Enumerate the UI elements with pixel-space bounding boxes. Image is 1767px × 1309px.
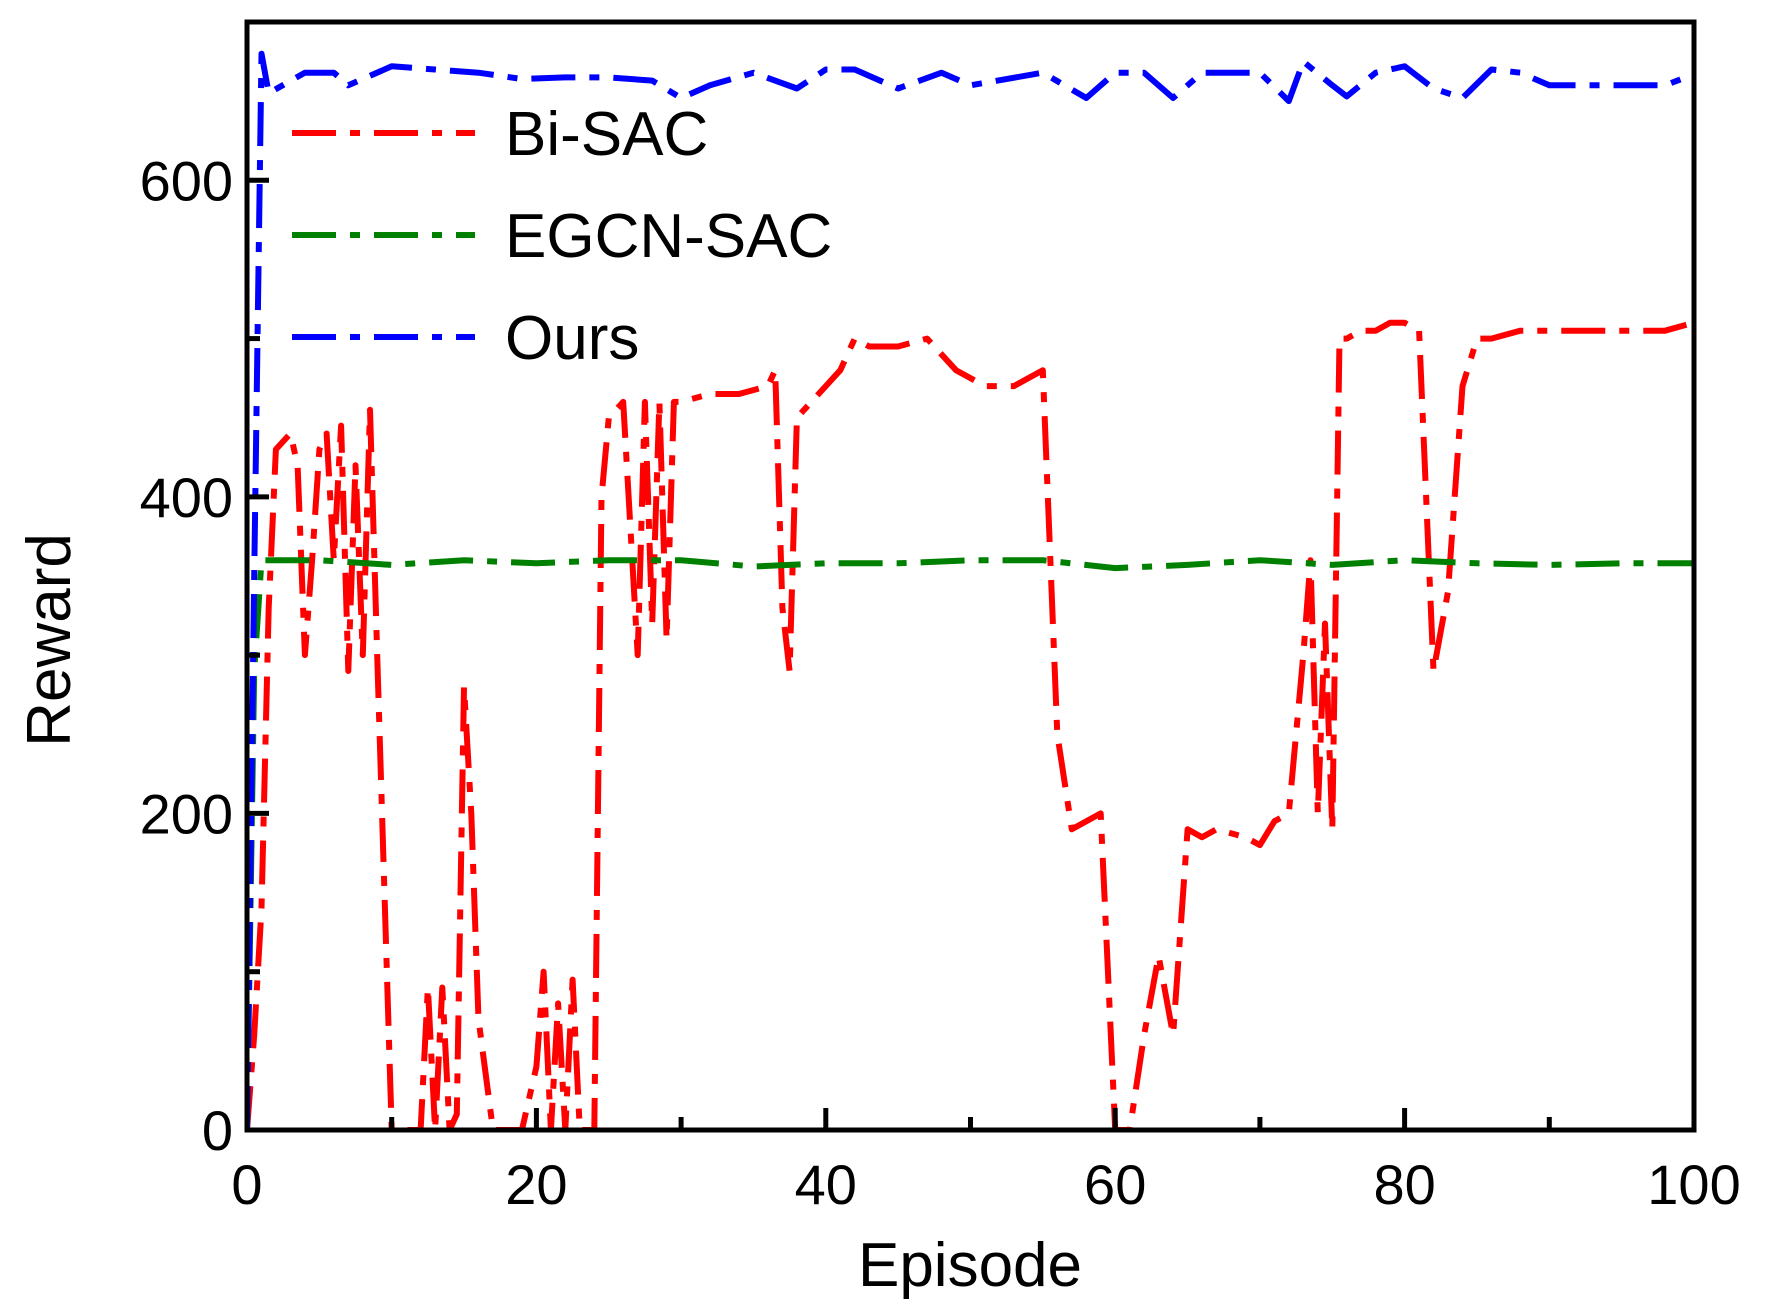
x-tick-label: 80 <box>1373 1153 1435 1216</box>
y-tick-label: 200 <box>140 782 233 845</box>
x-tick-label: 0 <box>231 1153 262 1216</box>
x-tick-label: 40 <box>795 1153 857 1216</box>
x-tick-label: 60 <box>1084 1153 1146 1216</box>
y-tick-label: 600 <box>140 149 233 212</box>
series-line-bi-sac <box>245 319 1695 1132</box>
series-line-egcn-sac <box>245 557 1694 1131</box>
y-tick-label: 400 <box>140 466 233 529</box>
x-axis-title: Episode <box>858 1231 1082 1300</box>
x-tick-label: 20 <box>505 1153 567 1216</box>
plot-frame <box>244 19 1697 1133</box>
legend-label-bi-sac: Bi-SAC <box>505 100 708 169</box>
y-axis-title: Reward <box>15 533 84 747</box>
legend-label-ours: Ours <box>505 304 639 373</box>
series-layer <box>245 50 1696 1132</box>
y-tick-label: 0 <box>202 1099 233 1162</box>
legend-label-egcn-sac: EGCN-SAC <box>505 202 832 271</box>
x-tick-label: 100 <box>1647 1153 1740 1216</box>
legend: Bi-SAC EGCN-SAC Ours <box>292 100 832 373</box>
series-line-ours <box>245 50 1696 1131</box>
ticks-layer: 0 20 40 60 80 100 0 200 400 600 <box>140 149 1741 1216</box>
